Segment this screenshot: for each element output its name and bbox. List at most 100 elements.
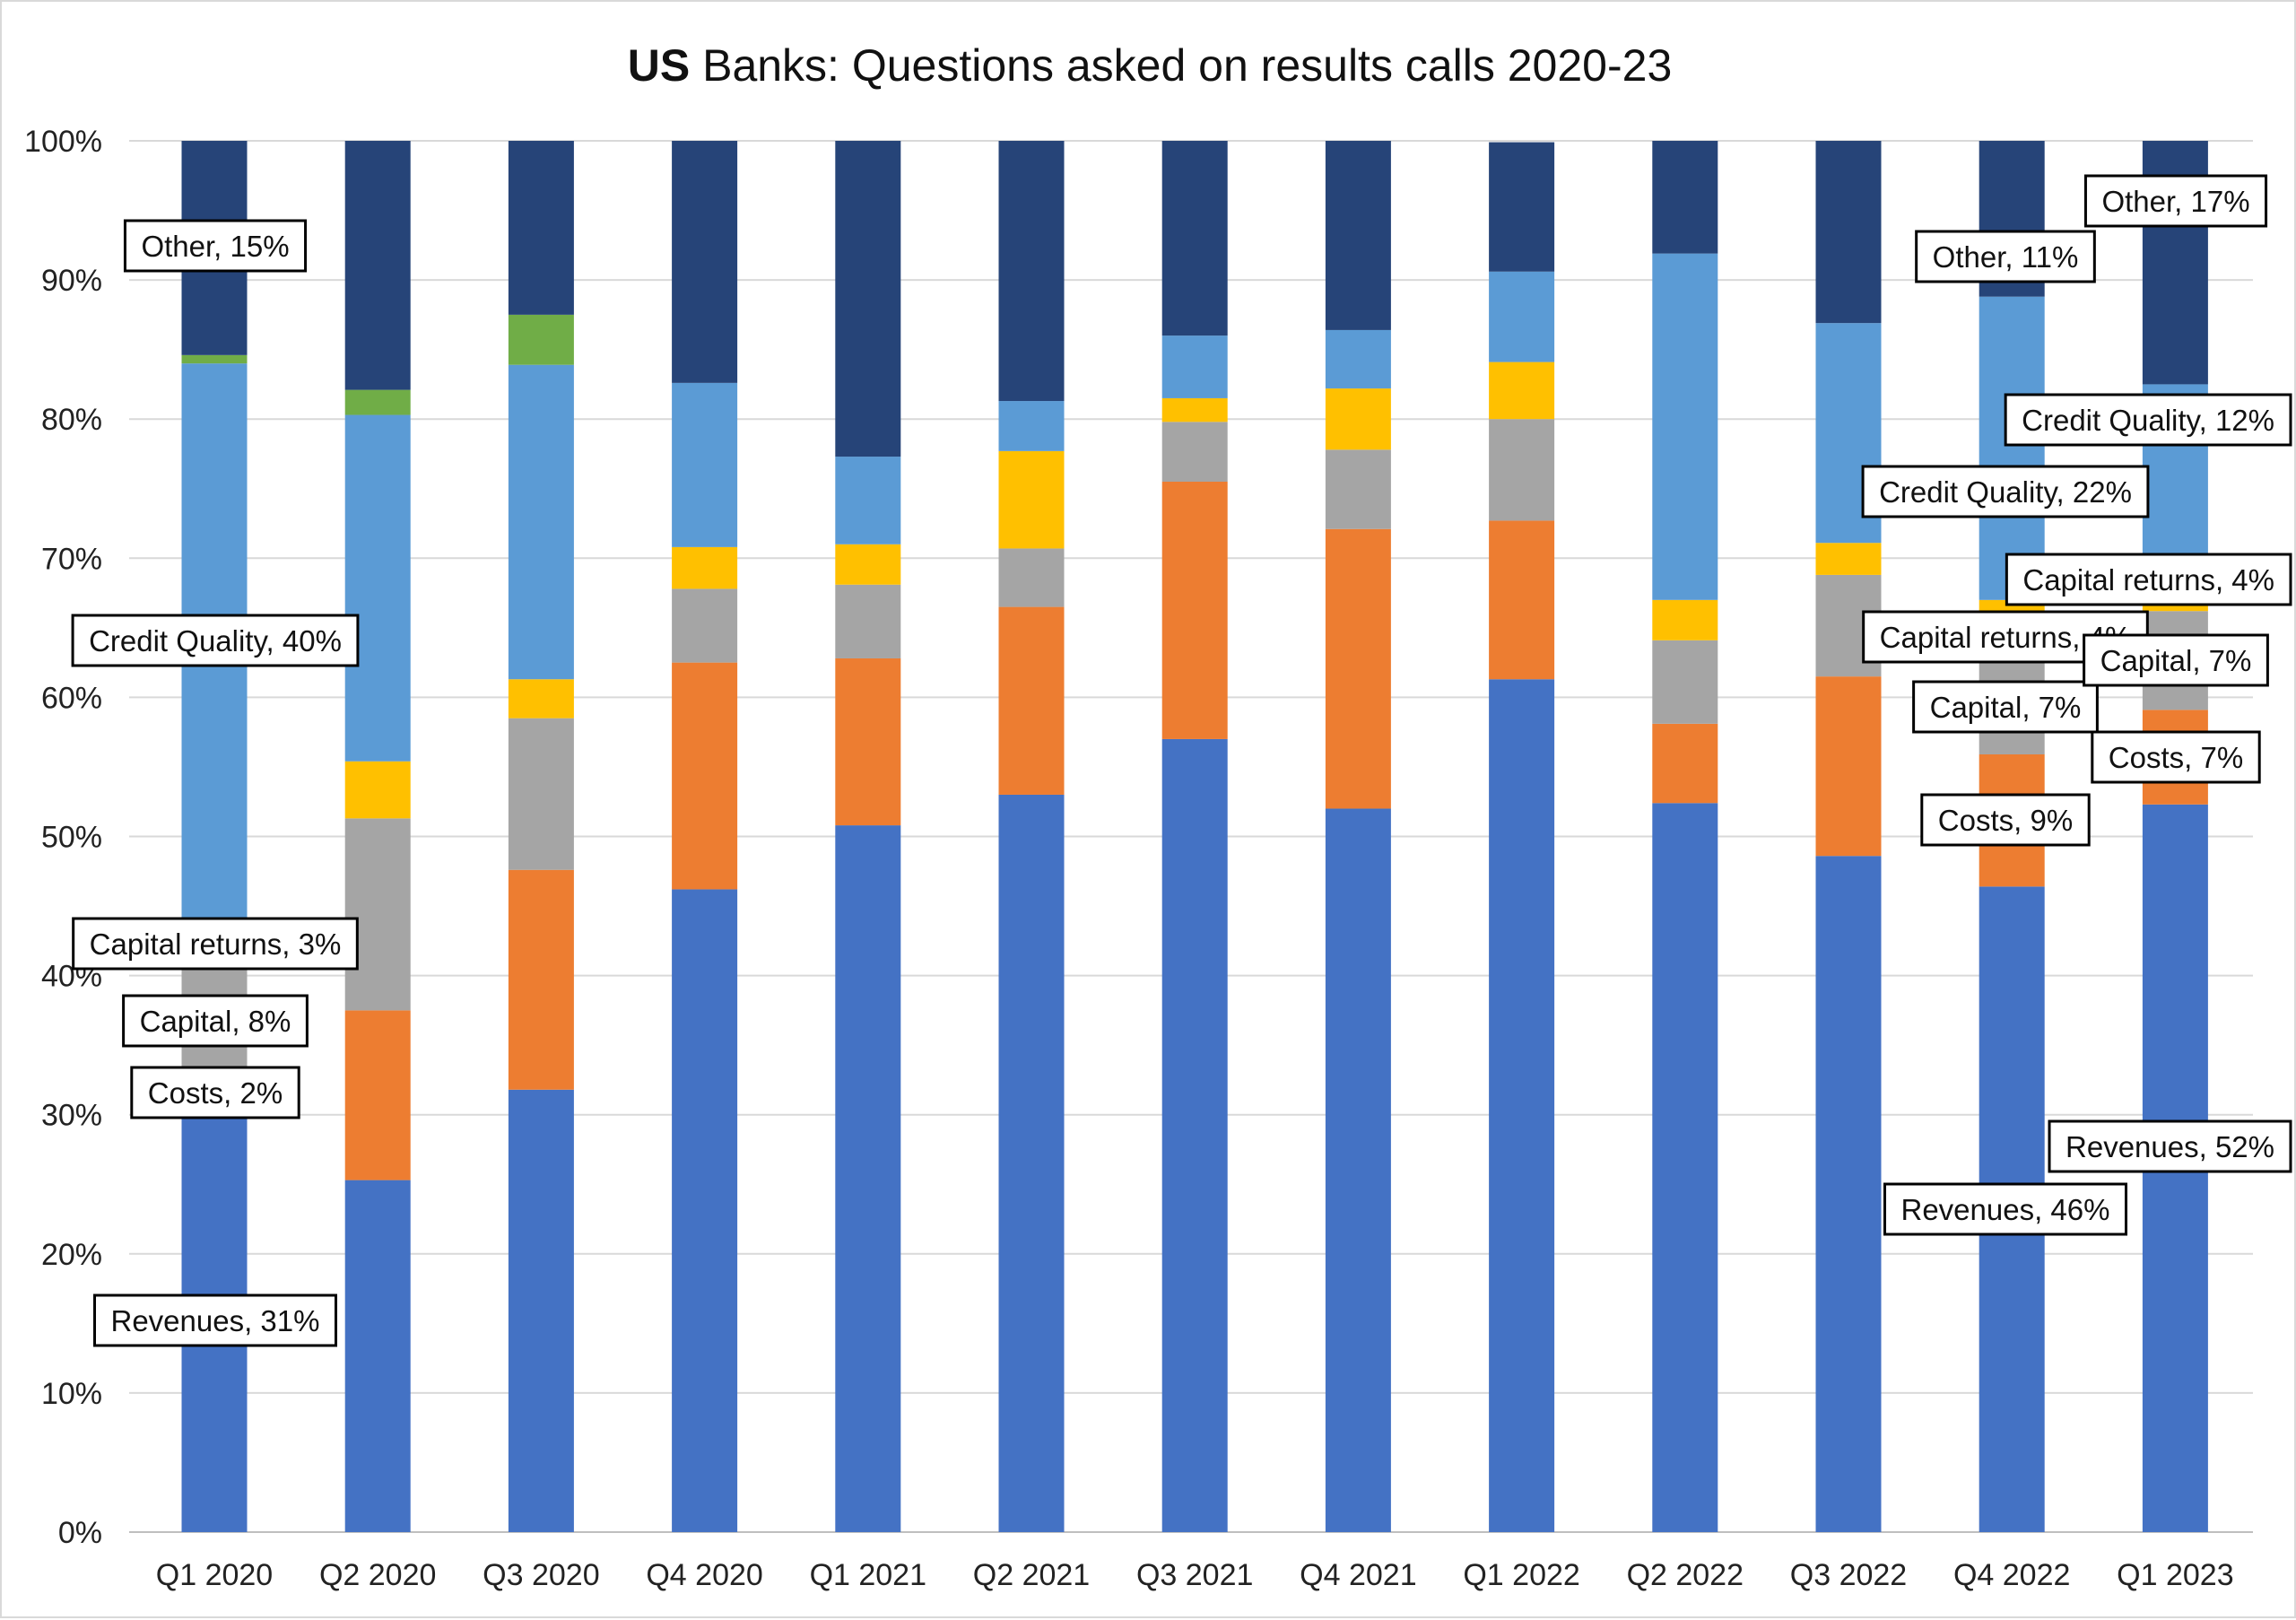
x-tick-label: Q4 2020 (646, 1558, 762, 1592)
data-label-callout: Credit Quality, 22% (1861, 465, 2150, 518)
data-label-callout: Other, 15% (123, 219, 308, 273)
data-label-callout: Other, 11% (1915, 230, 2096, 283)
bar-segment (508, 364, 574, 680)
data-label-callout: Capital, 7% (1912, 680, 2099, 734)
bar-segment (508, 869, 574, 1090)
svg-text:Other, 17%: Other, 17% (2101, 185, 2249, 218)
bar-segment (1815, 543, 1882, 575)
bar-segment (1161, 481, 1228, 739)
bar-segment (672, 382, 738, 547)
bar-segment (1652, 599, 1718, 640)
bar-segment (1325, 388, 1391, 450)
bar-segment (672, 889, 738, 1532)
bar-segment (1161, 397, 1228, 422)
x-tick-label: Q3 2020 (483, 1558, 599, 1592)
data-label-callout: Capital, 8% (122, 994, 309, 1048)
bar-segment (508, 679, 574, 719)
bar-segment (672, 546, 738, 589)
data-label-callout: Credit Quality, 12% (2004, 393, 2292, 447)
data-label-callout: Costs, 9% (1920, 793, 2091, 847)
svg-text:Costs, 9%: Costs, 9% (1938, 804, 2073, 837)
x-tick-label: Q2 2022 (1627, 1558, 1744, 1592)
bar-segment (835, 141, 901, 457)
bar-segment (672, 588, 738, 663)
bar-stack (1489, 142, 1555, 1532)
bar-segment (998, 548, 1065, 607)
svg-text:Revenues, 52%: Revenues, 52% (2066, 1130, 2274, 1163)
bar-segment (1815, 856, 1882, 1532)
bar-stack (998, 141, 1065, 1532)
bar-segment (181, 354, 248, 364)
data-label-callout: Revenues, 46% (1883, 1182, 2127, 1236)
bar-stack (1161, 141, 1228, 1532)
bar-segment (1489, 520, 1555, 680)
bar-stack (1325, 141, 1391, 1532)
bar-stack (508, 141, 574, 1532)
y-tick-label: 80% (41, 403, 102, 437)
bar-segment (835, 825, 901, 1532)
svg-text:Capital, 8%: Capital, 8% (140, 1005, 291, 1038)
bar-segment (1161, 422, 1228, 482)
x-tick-label: Q4 2022 (1953, 1558, 2070, 1592)
x-tick-label: Q1 2023 (2117, 1558, 2233, 1592)
bar-segment (1489, 361, 1555, 420)
bar-segment (1979, 296, 2045, 600)
svg-text:Credit Quality, 40%: Credit Quality, 40% (89, 624, 342, 658)
bar-segment (1652, 803, 1718, 1532)
bar-segment (835, 658, 901, 826)
bar-segment (344, 1010, 411, 1180)
bar-segment (508, 1089, 574, 1532)
bar-segment (1652, 253, 1718, 600)
svg-text:Capital, 7%: Capital, 7% (2100, 644, 2252, 677)
x-tick-label: Q4 2021 (1300, 1558, 1416, 1592)
data-label-callout: Other, 17% (2083, 174, 2268, 228)
svg-text:Costs, 2%: Costs, 2% (148, 1076, 283, 1110)
x-axis-tick-labels: Q1 2020 Q2 2020 Q3 2020 Q4 2020 Q1 2021 Q2 20… (156, 1558, 2234, 1592)
bar-stack (1815, 141, 1882, 1532)
bar-stack (835, 141, 901, 1532)
svg-text:Costs, 7%: Costs, 7% (2109, 741, 2243, 774)
svg-text:Revenues, 46%: Revenues, 46% (1901, 1193, 2110, 1226)
bar-segment (1489, 271, 1555, 362)
bar-stack (344, 141, 411, 1532)
chart-title-bold: US (628, 40, 690, 91)
bar-segment (1161, 335, 1228, 398)
chart-title-rest: Banks: Questions asked on results calls … (690, 40, 1672, 91)
bar-stack (1652, 141, 1718, 1532)
bar-segment (344, 1180, 411, 1532)
bar-segment (344, 414, 411, 762)
data-label-callout: Capital, 7% (2083, 633, 2269, 687)
bar-segment (1161, 141, 1228, 336)
bar-segment (508, 718, 574, 870)
data-label-callout: Revenues, 31% (93, 1293, 337, 1347)
data-label-callout: Costs, 2% (130, 1066, 300, 1119)
y-tick-label: 60% (41, 681, 102, 715)
bar-segment (1652, 640, 1718, 724)
data-label-callouts: Other, 15% Credit Quality, 40% Capital ret… (71, 174, 2292, 1347)
svg-text:Credit Quality, 22%: Credit Quality, 22% (1879, 475, 2132, 509)
bar-segment (672, 141, 738, 383)
bar-segment (1815, 141, 1882, 324)
bar-segment (1489, 142, 1555, 272)
bar-segment (998, 606, 1065, 795)
bar-segment (998, 794, 1065, 1532)
bar-segment (835, 544, 901, 585)
bar-segment (1489, 679, 1555, 1532)
y-tick-label: 50% (41, 821, 102, 855)
y-tick-label: 30% (41, 1099, 102, 1133)
bar-segment (1325, 141, 1391, 330)
bar-segment (835, 584, 901, 658)
y-tick-label: 10% (41, 1377, 102, 1411)
x-tick-label: Q1 2022 (1463, 1558, 1579, 1592)
svg-text:Revenues, 31%: Revenues, 31% (111, 1304, 320, 1337)
bar-segment (835, 457, 901, 544)
x-tick-label: Q3 2021 (1136, 1558, 1253, 1592)
bar-segment (1325, 329, 1391, 389)
bar-segment (508, 141, 574, 315)
bar-stack (672, 141, 738, 1532)
svg-text:Capital returns, 4%: Capital returns, 4% (2022, 563, 2274, 597)
chart-title: US Banks: Questions asked on results cal… (628, 40, 1673, 91)
svg-text:Capital returns, 3%: Capital returns, 3% (90, 928, 342, 961)
bar-segment (1489, 419, 1555, 521)
